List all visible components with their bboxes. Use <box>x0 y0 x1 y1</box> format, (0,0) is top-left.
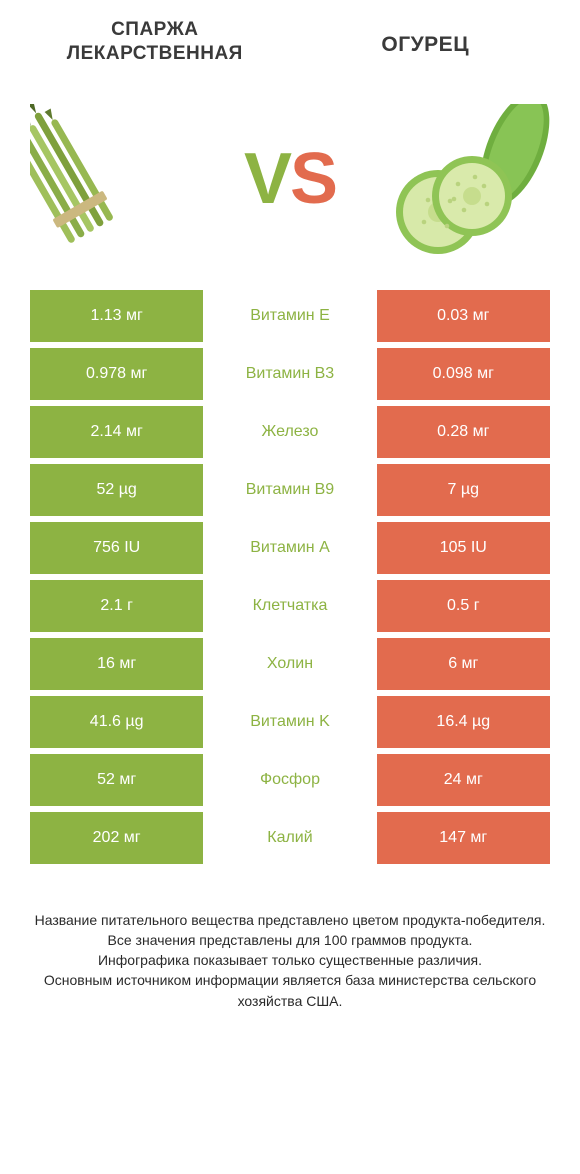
nutrient-name-cell: Фосфор <box>203 754 376 806</box>
left-value-cell: 0.978 мг <box>30 348 203 400</box>
nutrient-name-cell: Холин <box>203 638 376 690</box>
comparison-table: 1.13 мгВитамин E0.03 мг0.978 мгВитамин B… <box>30 290 550 870</box>
vs-letter-s: S <box>290 139 336 219</box>
table-row: 52 мгФосфор24 мг <box>30 754 550 806</box>
asparagus-icon <box>30 104 200 254</box>
left-value-cell: 41.6 µg <box>30 696 203 748</box>
table-row: 2.1 гКлетчатка0.5 г <box>30 580 550 632</box>
nutrient-name-cell: Витамин A <box>203 522 376 574</box>
hero-row: VS <box>30 94 550 264</box>
footer-line: Название питательного вещества представл… <box>30 910 550 930</box>
cucumber-icon <box>380 104 550 254</box>
right-product-title: ОГУРЕЦ <box>300 32 550 58</box>
right-value-cell: 24 мг <box>377 754 550 806</box>
nutrient-name-cell: Витамин B9 <box>203 464 376 516</box>
left-value-cell: 52 µg <box>30 464 203 516</box>
left-product-title: СПАРЖА ЛЕКАРСТВЕННАЯ <box>30 18 280 66</box>
left-value-cell: 16 мг <box>30 638 203 690</box>
vs-letter-v: V <box>244 139 290 219</box>
table-row: 756 IUВитамин A105 IU <box>30 522 550 574</box>
table-row: 202 мгКалий147 мг <box>30 812 550 864</box>
footer-notes: Название питательного вещества представл… <box>30 910 550 1011</box>
vs-label: VS <box>244 138 336 220</box>
left-value-cell: 2.1 г <box>30 580 203 632</box>
right-value-cell: 0.098 мг <box>377 348 550 400</box>
table-row: 16 мгХолин6 мг <box>30 638 550 690</box>
right-value-cell: 0.28 мг <box>377 406 550 458</box>
table-row: 0.978 мгВитамин B30.098 мг <box>30 348 550 400</box>
right-value-cell: 105 IU <box>377 522 550 574</box>
right-value-cell: 147 мг <box>377 812 550 864</box>
nutrient-name-cell: Витамин E <box>203 290 376 342</box>
nutrient-name-cell: Калий <box>203 812 376 864</box>
right-value-cell: 6 мг <box>377 638 550 690</box>
left-value-cell: 202 мг <box>30 812 203 864</box>
nutrient-name-cell: Витамин B3 <box>203 348 376 400</box>
table-row: 1.13 мгВитамин E0.03 мг <box>30 290 550 342</box>
table-row: 52 µgВитамин B97 µg <box>30 464 550 516</box>
footer-line: Все значения представлены для 100 граммо… <box>30 930 550 950</box>
title-row: СПАРЖА ЛЕКАРСТВЕННАЯ ОГУРЕЦ <box>30 18 550 66</box>
right-value-cell: 16.4 µg <box>377 696 550 748</box>
right-value-cell: 7 µg <box>377 464 550 516</box>
left-value-cell: 756 IU <box>30 522 203 574</box>
nutrient-name-cell: Витамин K <box>203 696 376 748</box>
nutrient-name-cell: Железо <box>203 406 376 458</box>
footer-line: Инфографика показывает только существенн… <box>30 950 550 970</box>
table-row: 41.6 µgВитамин K16.4 µg <box>30 696 550 748</box>
left-value-cell: 2.14 мг <box>30 406 203 458</box>
left-value-cell: 1.13 мг <box>30 290 203 342</box>
footer-line: Основным источником информации является … <box>30 970 550 1011</box>
nutrient-name-cell: Клетчатка <box>203 580 376 632</box>
table-row: 2.14 мгЖелезо0.28 мг <box>30 406 550 458</box>
left-value-cell: 52 мг <box>30 754 203 806</box>
right-value-cell: 0.5 г <box>377 580 550 632</box>
right-value-cell: 0.03 мг <box>377 290 550 342</box>
